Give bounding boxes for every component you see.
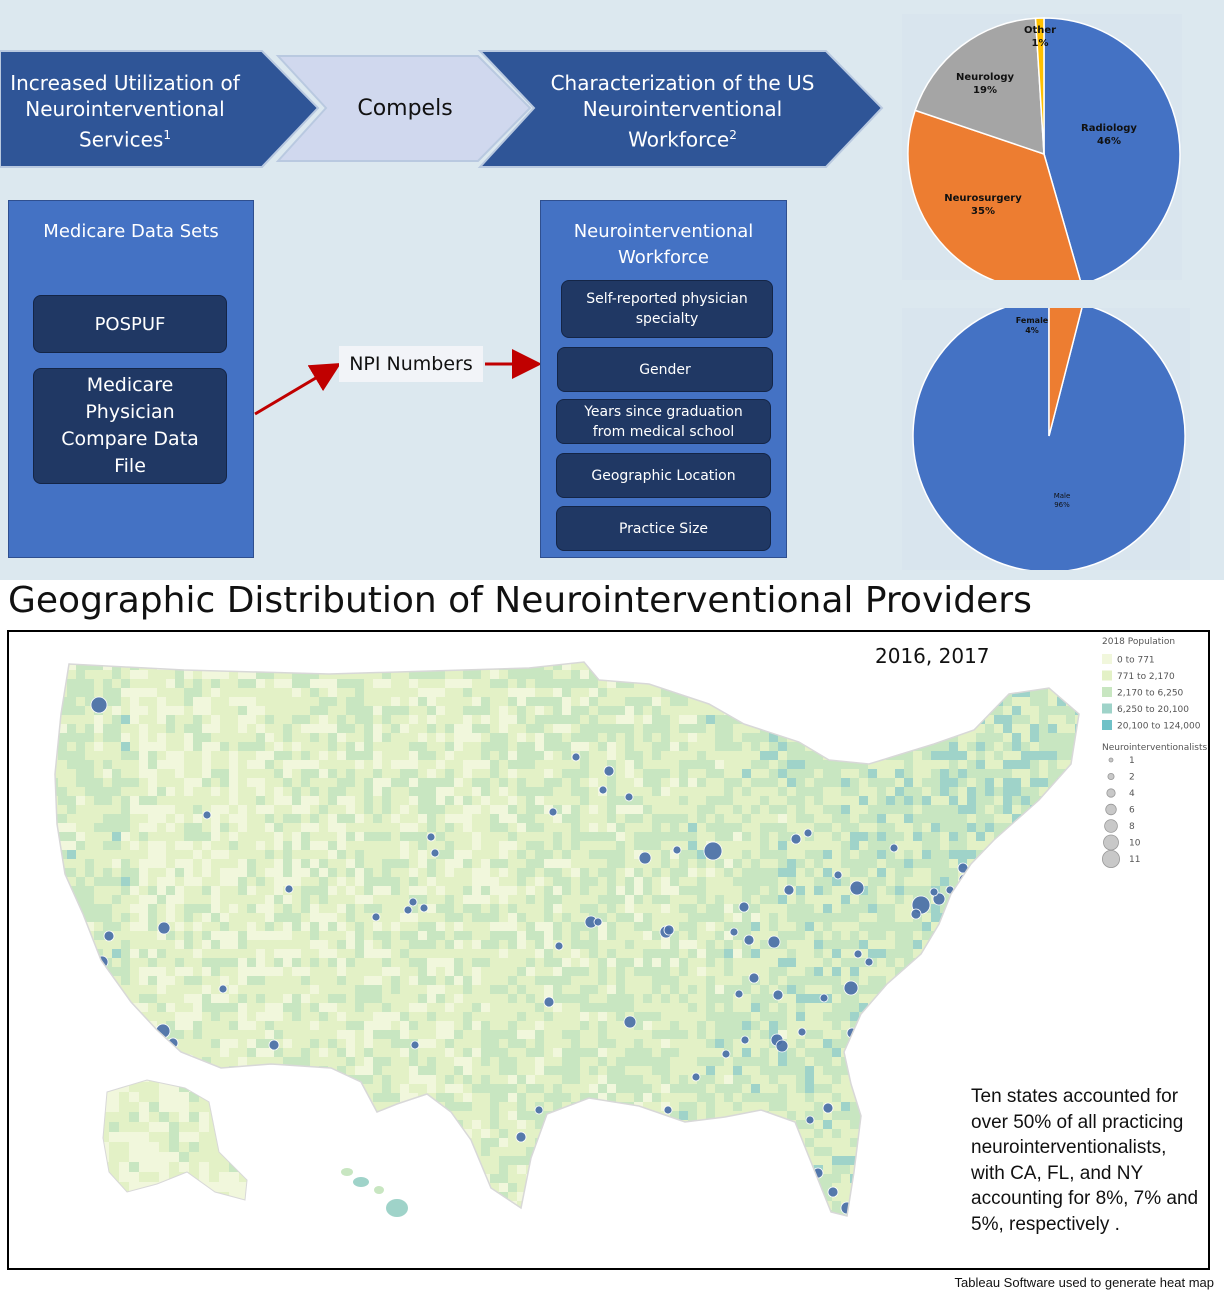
gender-pie-box: Female 4% Male 96% (902, 299, 1190, 573)
chevron-step2 (275, 55, 532, 162)
workforce-practice-size: Practice Size (556, 506, 771, 551)
pie-label-male: Male 96% (1053, 492, 1071, 509)
map-title: Geographic Distribution of Neurointerven… (8, 580, 1032, 621)
workforce-gender: Gender (557, 347, 773, 392)
pie-slice-radiology (1043, 17, 1181, 286)
specialty-pie-box: Radiology 46% Neurosurgery 35% Neurology 19… (902, 14, 1182, 291)
citation-2: 2 (729, 128, 737, 142)
workforce-years: Years since graduation from medical scho… (556, 399, 771, 444)
alaska-fill (103, 1080, 247, 1200)
footnote: Tableau Software used to generate heat m… (954, 1275, 1214, 1290)
pie-label-neurosurgery: Neurosurgery 35% (944, 193, 1022, 217)
workforce-geography: Geographic Location (556, 453, 771, 498)
legend-population-title: 2018 Population (1102, 637, 1175, 647)
map-note: Ten states accounted for over 50% of all… (969, 1082, 1208, 1241)
citation-1: 1 (163, 128, 171, 142)
connector-arrows (254, 349, 542, 416)
legend-size-title: Neurointerventionalists (1102, 743, 1207, 753)
hawaii-islands (341, 1168, 408, 1217)
chevron-step1 (0, 50, 320, 168)
pospuf-item: POSPUF (33, 295, 227, 353)
workforce-title: Neurointerventional Workforce (573, 221, 754, 268)
gender-pie-chart (912, 299, 1186, 573)
pie-label-female: Female 4% (1015, 316, 1049, 335)
data-sources-title: Medicare Data Sets (43, 221, 219, 242)
flow-chevrons (0, 50, 884, 168)
step1-text: Increased Utilization of Neurointerventi… (10, 71, 240, 152)
step2-text: Compels (357, 96, 453, 121)
pie-slice-other (1034, 17, 1045, 155)
map-frame: 2018 Population 0 to 771 771 to 2,170 2,17… (7, 630, 1210, 1270)
chevron-step3 (477, 50, 884, 168)
workforce-box: Neurointerventional Workforce Self-repor… (540, 200, 787, 558)
data-sources-box: Medicare Data Sets POSPUF Medicare Physi… (8, 200, 254, 558)
pie-slice-neurology (914, 17, 1045, 156)
pie-label-other: Other 1% (1023, 25, 1057, 49)
arrow-to-npi (254, 362, 342, 416)
workforce-specialty: Self-reported physician specialty (561, 280, 773, 338)
npi-numbers-label: NPI Numbers (339, 346, 483, 382)
pie-label-neurology: Neurology 19% (955, 72, 1015, 96)
physician-compare-item: Medicare Physician Compare Data File (33, 368, 227, 484)
pie-label-radiology: Radiology 46% (1081, 123, 1137, 147)
provider-dots (90, 696, 976, 1216)
map-years: 2016, 2017 (875, 644, 990, 668)
step3-text: Characterization of the US Neurointerven… (550, 71, 815, 152)
specialty-pie-chart (907, 17, 1181, 291)
